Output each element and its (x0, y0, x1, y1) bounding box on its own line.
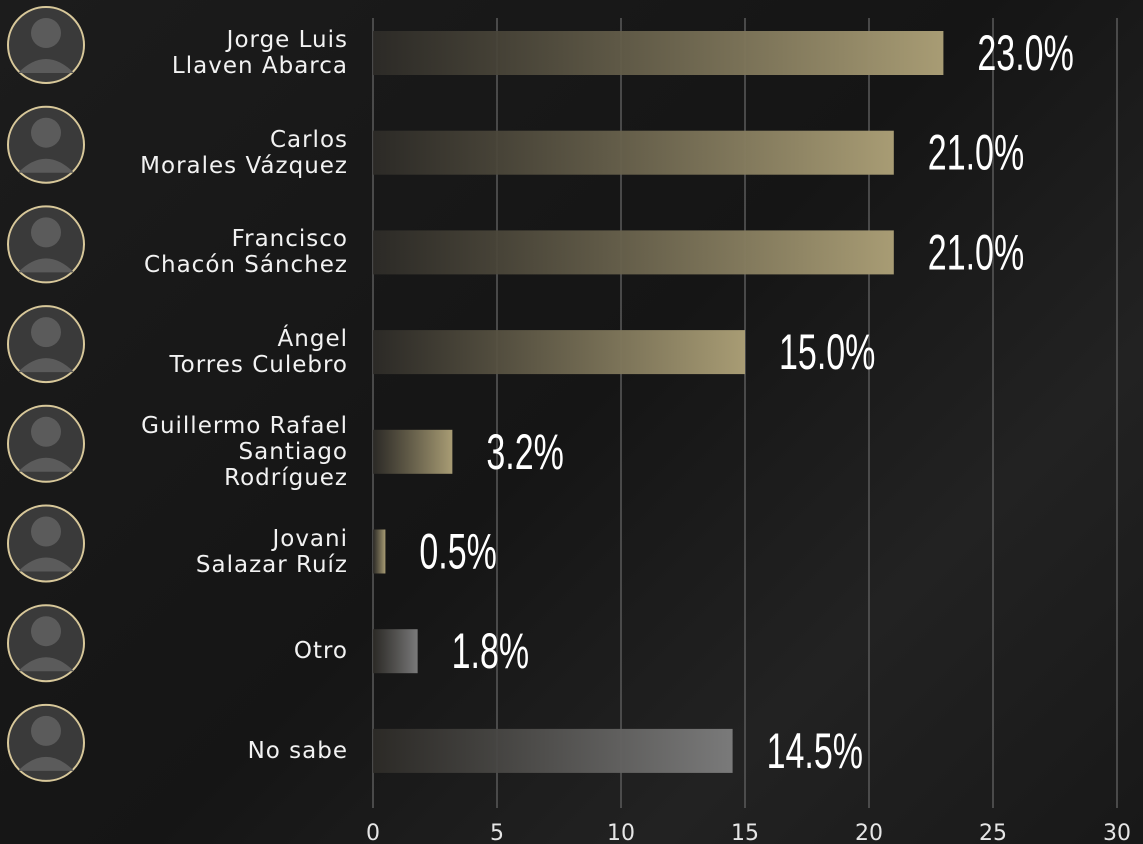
x-tick-label: 30 (1103, 821, 1131, 844)
value-label: 21.0% (928, 125, 1024, 181)
value-label: 1.8% (452, 624, 529, 680)
value-label: 14.5% (767, 723, 863, 779)
bar (373, 31, 943, 75)
bar (373, 230, 894, 274)
category-label: Jovani Salazar Ruíz (28, 526, 348, 578)
category-label: Jorge Luis Llaven Abarca (28, 27, 348, 79)
x-tick-label: 5 (490, 821, 504, 844)
category-label: Ángel Torres Culebro (28, 326, 348, 378)
bar (373, 131, 894, 175)
bar (373, 629, 418, 673)
value-label: 21.0% (928, 225, 1024, 281)
x-tick-label: 25 (979, 821, 1007, 844)
chart: 0 5 10 15 20 25 30 23.0% 21.0% 21.0% 15.0% 3.2% 0.5%… (0, 0, 1143, 844)
value-label: 15.0% (779, 325, 875, 381)
category-label: Otro (28, 638, 348, 664)
category-label: Carlos Morales Vázquez (28, 127, 348, 179)
category-label: No sabe (28, 738, 348, 764)
value-label: 3.2% (486, 424, 563, 480)
value-label: 0.5% (419, 524, 496, 580)
category-label: Guillermo Rafael Santiago Rodríguez (28, 413, 348, 491)
x-tick-label: 0 (366, 821, 380, 844)
x-tick-label: 20 (855, 821, 883, 844)
x-tick-label: 10 (607, 821, 635, 844)
bar (373, 729, 733, 773)
x-tick-label: 15 (731, 821, 759, 844)
value-label: 23.0% (977, 26, 1073, 82)
bar (373, 430, 452, 474)
bar (373, 530, 385, 574)
category-label: Francisco Chacón Sánchez (28, 226, 348, 278)
bar (373, 330, 745, 374)
